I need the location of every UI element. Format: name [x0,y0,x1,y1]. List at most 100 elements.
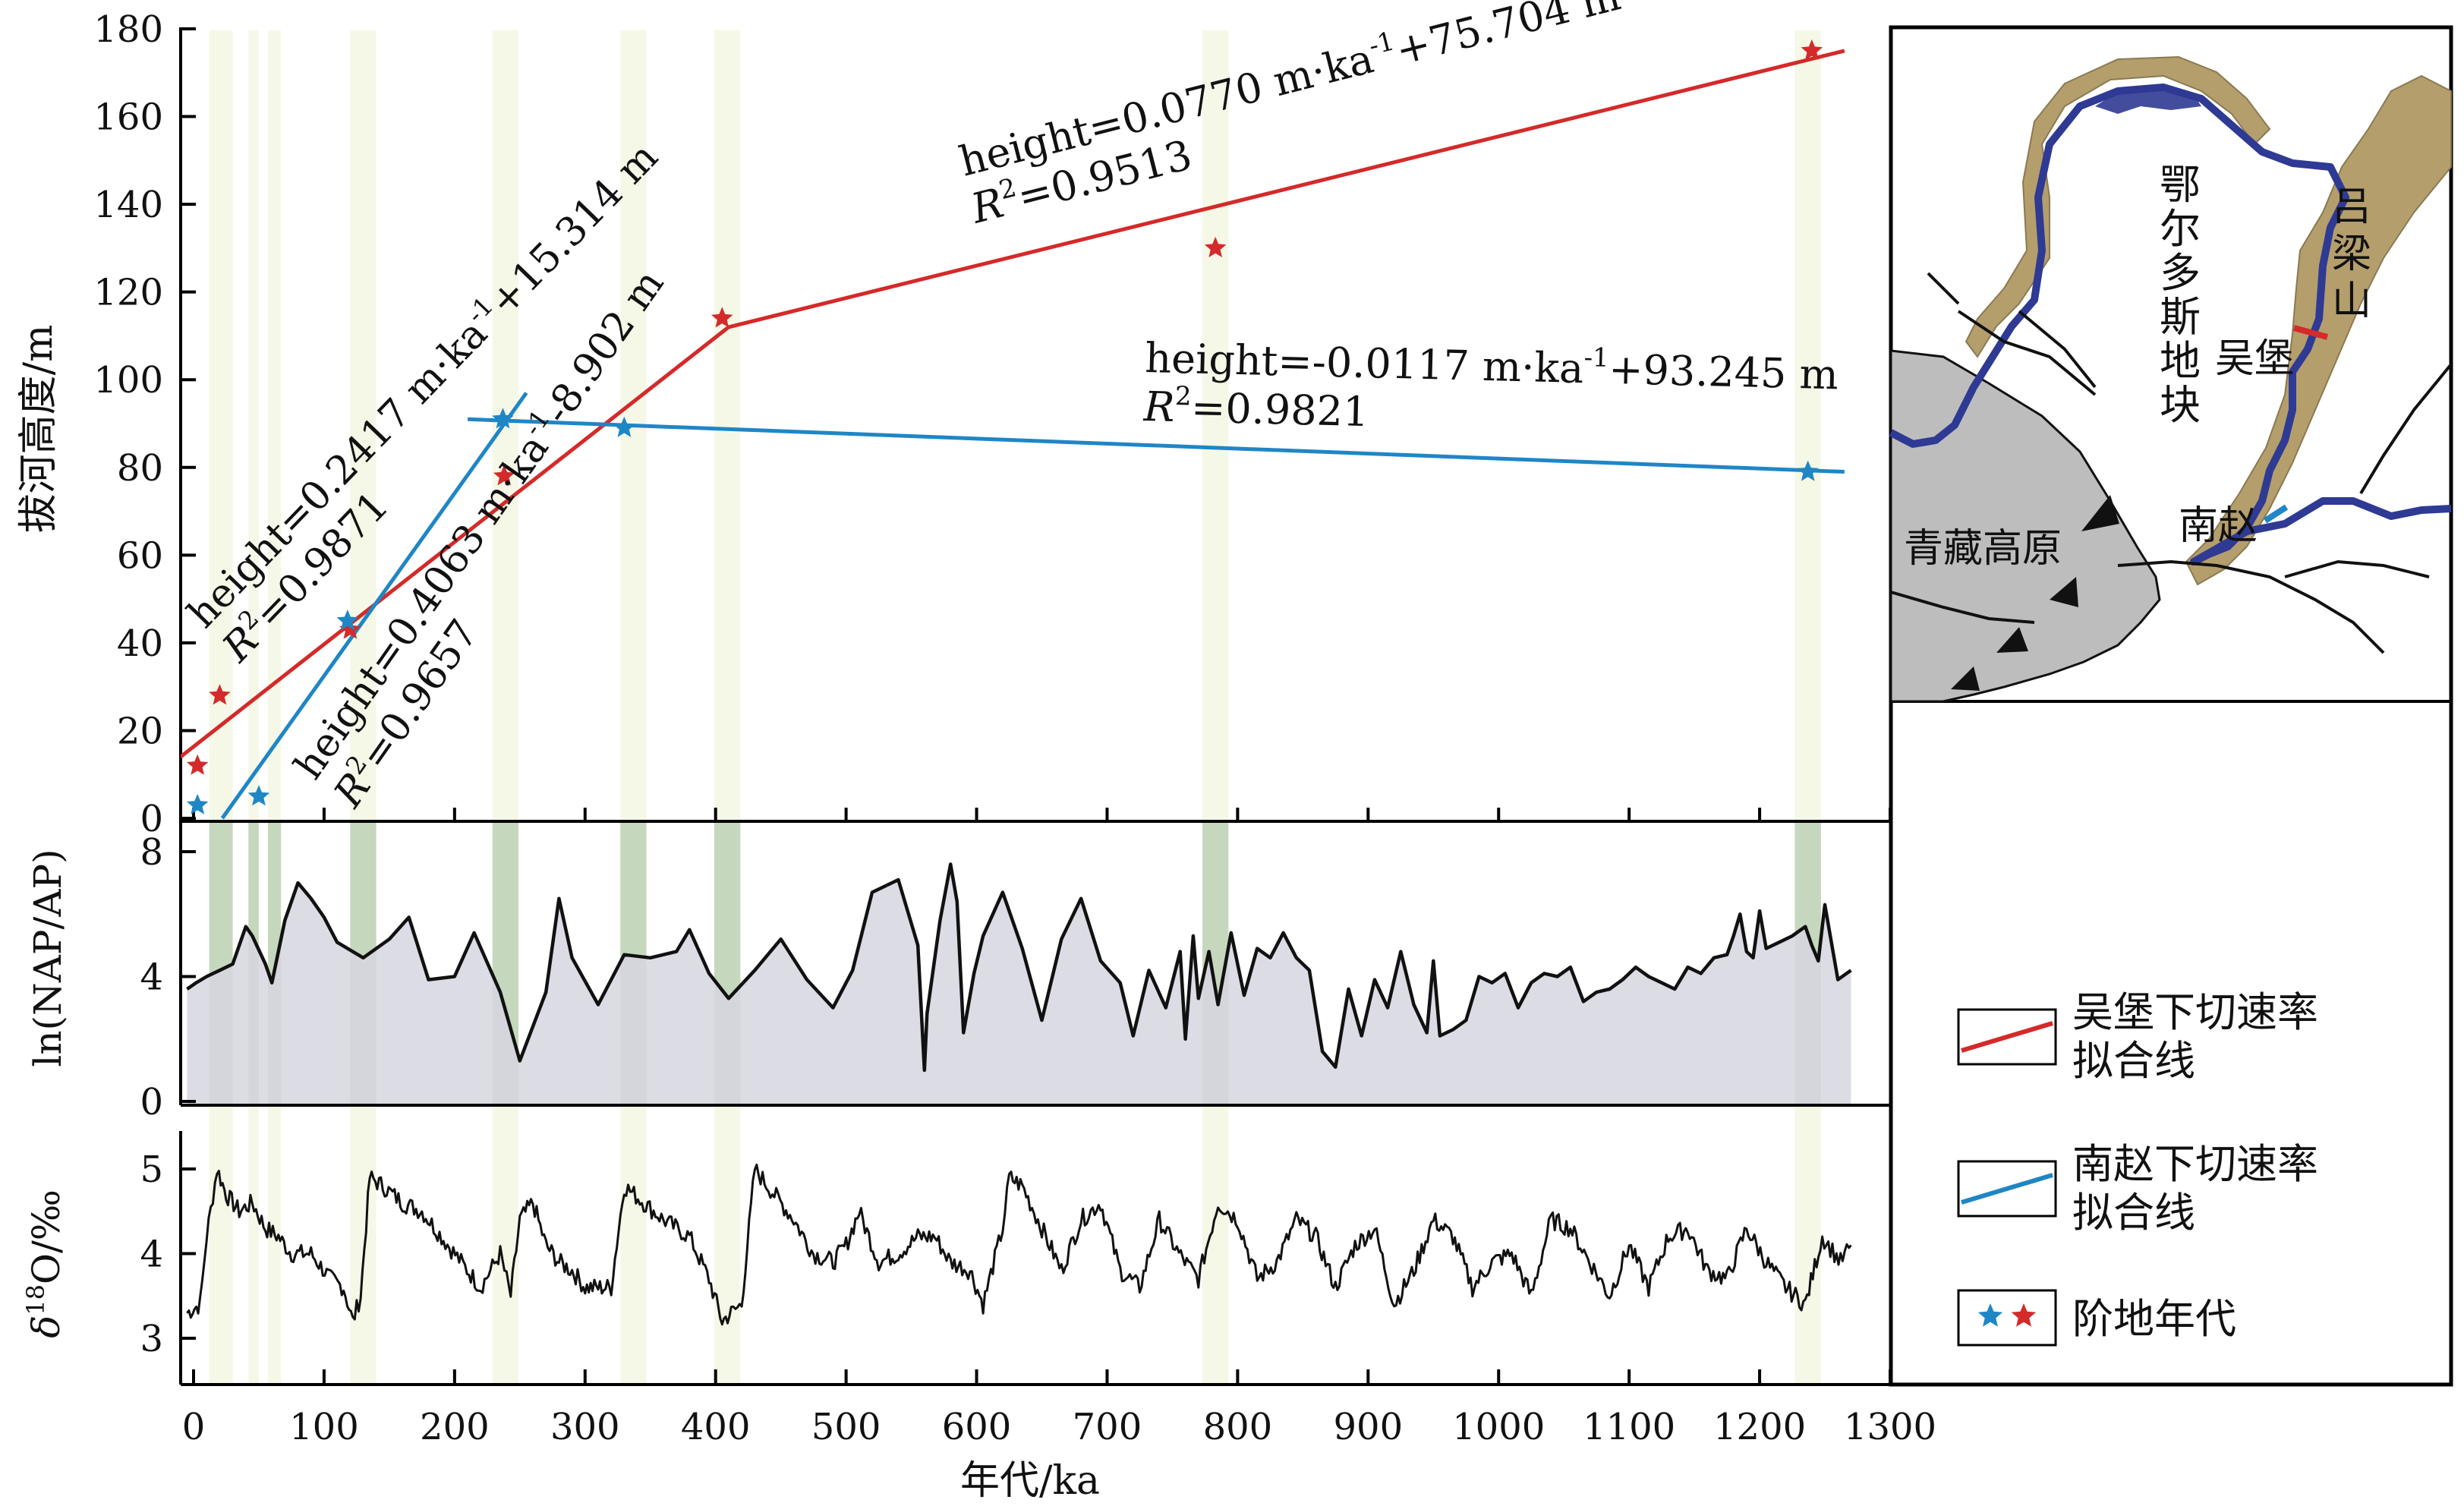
terrace-y-tick-label: 20 [117,710,163,752]
legend-terrace-age-label: 阶地年代 [2072,1295,2236,1343]
fit-line-0-0 [181,325,730,759]
pollen-y-label: ln(NAP/AP) [26,849,70,1066]
terrace-star-0-1 [209,684,231,705]
ordos-label-2: 尔 [2160,205,2201,253]
luliang-label-3: 山 [2332,279,2371,324]
band-top-3 [350,30,377,821]
fault-triangle-2 [2050,577,2078,607]
fault-line-1 [1957,310,2097,396]
fault-line-6 [2359,363,2453,495]
terrace-x-ticks [192,808,1892,821]
isotope-y-tick-label: 3 [140,1318,163,1360]
band-top-6 [714,30,741,821]
terrace-y-label: 拔河高度/m [16,325,61,534]
band-bot-3 [350,1105,377,1385]
band-top-7 [1202,30,1229,821]
terrace-y-tick-label: 180 [93,8,163,51]
terrace-y-tick-label: 100 [93,359,163,402]
x-tick-label: 400 [681,1406,751,1448]
terrace-y-tick-label: 40 [117,622,163,665]
band-bot-1 [248,1105,259,1385]
terrace-star-0-4 [711,307,733,328]
band-bot-5 [620,1105,647,1385]
terrace-age-stars [186,39,1823,814]
band-bot-4 [492,1105,519,1385]
ordos-label-1: 鄂 [2160,161,2201,209]
fault-line-2 [2018,310,2097,389]
x-tick-label: 1300 [1844,1406,1936,1448]
fault-triangle-4 [1951,666,1980,691]
legend-star-icons [1977,1303,2037,1327]
fault-line-4 [2117,559,2385,654]
terrace-star-1-3 [492,408,514,429]
fault-triangle-1 [2081,495,2119,531]
x-tick-label: 1000 [1452,1406,1545,1448]
band-top-0 [209,30,233,821]
x-tick-label: 0 [182,1406,206,1448]
x-tick-label: 1200 [1713,1406,1806,1448]
fit-line-0-1 [728,49,1845,329]
legend-red-star-icon [2011,1303,2037,1327]
tibetan-plateau-area [1889,349,2161,703]
x-tick-label: 100 [289,1406,359,1448]
pollen-ratio-area [187,864,1851,1105]
x-tick-label: 800 [1203,1406,1273,1448]
x-tick-label: 300 [550,1406,620,1448]
terrace-star-1-1 [247,785,270,806]
legend-wubao-label-2: 拟合线 [2072,1037,2195,1085]
pollen-ratio-line [186,862,1852,1073]
x-tick-label: 200 [420,1406,490,1448]
eq-wubao-upper-formula: height=0.0770 m·ka-1+75.704 m [954,0,1625,186]
terrace-panel: 0 20 40 60 80 100 120 140 160 180 拔河高度/m height=0… [16,0,1892,840]
legend-nanzhao-label-1: 南赵下切速率 [2072,1140,2318,1188]
x-ticks: 0 100 200 300 400 500 600 700 800 900 1000 1100 1200… [182,1369,1936,1448]
right-panel-frame [1889,25,2453,1387]
terrace-star-0-5 [1204,236,1227,257]
luliang-label-1: 吕 [2332,184,2371,230]
eq-nanzhao-upper-r2: R2=0.9821 [1142,380,1369,436]
fit-lines [181,49,1845,820]
ordos-label-6: 块 [2160,381,2201,429]
band-top-1 [248,30,259,821]
isotope-y-ticks: 3 4 5 [140,1148,196,1360]
legend-blue-line [1961,1173,2053,1205]
x-tick-label: 500 [811,1406,881,1448]
pollen-y-tick-label: 0 [140,1081,163,1123]
isotope-y-tick-label: 5 [140,1148,163,1191]
terrace-y-tick-label: 160 [93,96,163,139]
legend-blue-star-icon [1977,1303,2003,1327]
terrace-y-ticks: 0 20 40 60 80 100 120 140 160 180 [93,8,196,840]
x-tick-label: 1100 [1583,1406,1675,1448]
svg-text:δ18O/‰: δ18O/‰ [21,1189,68,1338]
terrace-y-tick-label: 120 [93,272,163,314]
eq-wubao-upper: height=0.0770 m·ka-1+75.704 m R2=0.9513 [954,0,1625,233]
location-map: 鄂 尔 多 斯 地 块 吕 梁 山 吴堡 南赵 青藏高原 [1889,55,2453,703]
terrace-star-1-2 [336,610,359,631]
nanzhao-section-marker [2263,504,2289,524]
legend: 吴堡下切速率 拟合线 南赵下切速率 拟合线 阶地年代 [1957,988,2318,1347]
terrace-star-0-0 [186,754,209,775]
legend-wubao-label-1: 吴堡下切速率 [2072,988,2318,1036]
isotope-panel: 3 4 5 0 100 200 300 400 500 600 700 800 900 1000 1100… [21,1131,1936,1504]
ordos-label-3: 多 [2160,249,2201,297]
terrace-star-1-5 [1797,460,1819,481]
terrace-star-1-4 [613,416,635,437]
band-top-8 [1794,30,1821,821]
fit-line-1-0 [220,392,528,820]
ordos-label-4: 斯 [2160,293,2201,341]
wubao-label: 吴堡 [2215,336,2294,382]
terrace-star-0-2 [339,618,361,639]
band-bot-6 [714,1105,741,1385]
fault-line-3 [1890,591,2035,624]
luliang-label-2: 梁 [2332,232,2371,277]
isotope-y-tick-label: 4 [140,1233,163,1276]
fault-line-5 [2284,559,2430,578]
eq-nanzhao-upper: height=-0.0117 m·ka-1+93.245 m R2=0.9821 [1142,334,1839,436]
legend-nanzhao-label-2: 拟合线 [2072,1189,2195,1237]
x-tick-label: 700 [1073,1406,1142,1448]
terrace-y-tick-label: 0 [140,798,163,840]
terrace-star-0-3 [493,465,515,486]
band-bot-2 [267,1105,282,1385]
isotope-y-label: δ18O/‰ [21,1189,68,1338]
